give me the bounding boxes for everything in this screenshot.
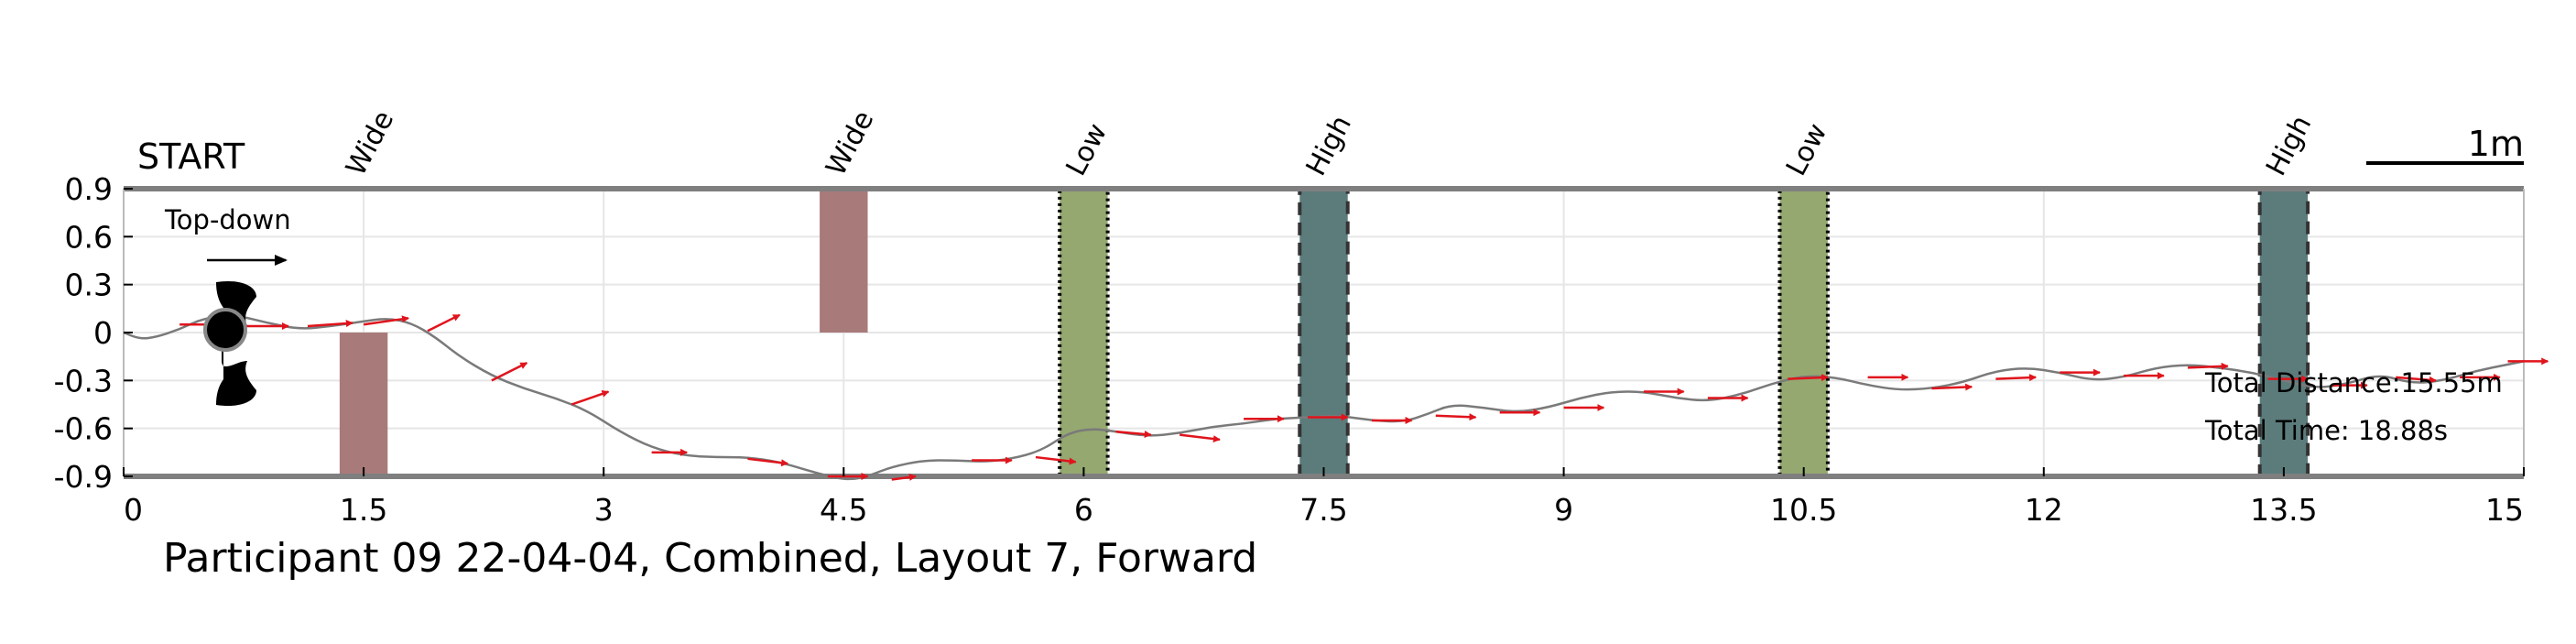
obstacle-label: High bbox=[1300, 110, 1358, 180]
heading-arrow-icon bbox=[891, 473, 917, 481]
heading-arrows bbox=[179, 313, 2549, 481]
heading-arrow-icon bbox=[2188, 362, 2229, 370]
heading-arrow-icon bbox=[571, 390, 610, 406]
y-tick-label: 0.9 bbox=[65, 171, 113, 207]
chart-title: Participant 09 22-04-04, Combined, Layou… bbox=[163, 535, 1257, 582]
orientation-note: Top-down bbox=[164, 204, 291, 235]
heading-arrow-icon bbox=[307, 320, 353, 328]
start-label: START bbox=[137, 136, 245, 177]
obstacle-labels: Wide Wide Low High Low High bbox=[340, 105, 2318, 181]
x-tick-label: 15 bbox=[2485, 492, 2524, 528]
obstacle-low bbox=[1058, 187, 1110, 478]
obstacle-label: Low bbox=[1780, 118, 1834, 181]
y-tick-label: 0 bbox=[93, 315, 113, 351]
obstacle-high bbox=[1298, 187, 1350, 478]
total-time: Total Time: 18.88s bbox=[2204, 415, 2448, 446]
walker-icon bbox=[203, 280, 256, 407]
y-tick-label: 0.6 bbox=[65, 219, 113, 255]
x-tick-label: 4.5 bbox=[820, 492, 867, 528]
obstacle-label: Low bbox=[1060, 118, 1114, 181]
obstacle-label: High bbox=[2260, 110, 2318, 180]
trajectory-line bbox=[123, 314, 2525, 481]
heading-arrow-icon bbox=[1435, 413, 1477, 421]
x-tick-label: 1.5 bbox=[340, 492, 387, 528]
obstacle-label: Wide bbox=[340, 105, 400, 181]
x-tick-label: 12 bbox=[2025, 492, 2063, 528]
x-tick-label: 7.5 bbox=[1299, 492, 1347, 528]
obstacle-wide bbox=[339, 333, 388, 476]
x-tick-label: 10.5 bbox=[1770, 492, 1837, 528]
heading-arrow-icon bbox=[491, 362, 528, 382]
heading-arrow-icon bbox=[1179, 433, 1221, 443]
axis-ticks: 0 1.5 3 4.5 6 7.5 9 10.5 12 13.5 15 0.9 0.6 0.3 0 -0.3 -… bbox=[54, 171, 2525, 528]
obstacle-low bbox=[1777, 187, 1830, 478]
total-distance: Total Distance:15.55m bbox=[2204, 367, 2503, 398]
y-tick-label: -0.3 bbox=[54, 363, 113, 398]
heading-arrow-icon bbox=[747, 457, 789, 467]
heading-arrow-icon bbox=[1931, 383, 1973, 391]
x-tick-label: 13.5 bbox=[2250, 492, 2317, 528]
x-tick-label: 3 bbox=[594, 492, 614, 528]
y-tick-label: -0.9 bbox=[54, 459, 113, 495]
obstacle-label: Wide bbox=[820, 105, 880, 181]
heading-arrow-icon bbox=[1035, 455, 1077, 465]
trajectory-path bbox=[123, 314, 2525, 481]
heading-arrow-icon bbox=[1995, 374, 2038, 382]
heading-arrow-icon bbox=[1115, 430, 1152, 438]
y-tick-label: 0.3 bbox=[65, 267, 113, 303]
heading-arrow-icon bbox=[2396, 376, 2437, 384]
y-tick-label: -0.6 bbox=[54, 411, 113, 447]
heading-arrow-icon bbox=[363, 315, 410, 326]
x-tick-label: 9 bbox=[1554, 492, 1573, 528]
x-tick-label: 6 bbox=[1074, 492, 1093, 528]
scale-bar-label: 1m bbox=[2468, 124, 2524, 164]
obstacle-wide bbox=[820, 189, 868, 333]
obstacles bbox=[339, 187, 2310, 478]
x-tick-label: 0 bbox=[124, 492, 143, 528]
heading-arrow-icon bbox=[427, 313, 461, 333]
heading-arrow-icon bbox=[1788, 374, 1829, 382]
